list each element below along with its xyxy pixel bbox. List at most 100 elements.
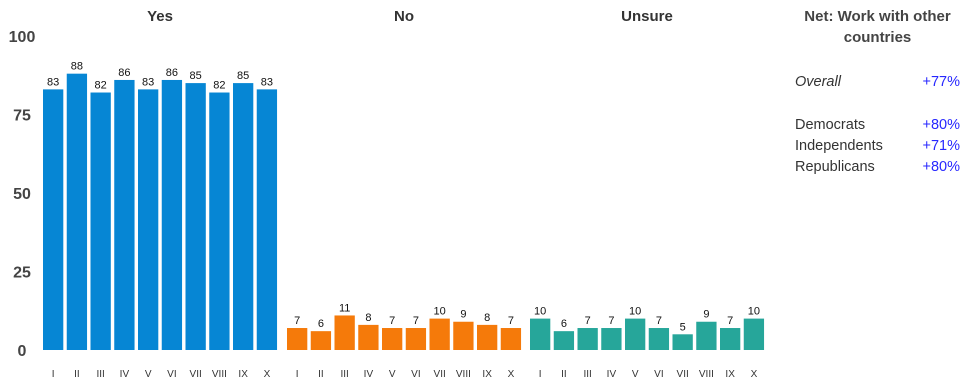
x-tick-label: IV bbox=[120, 369, 130, 380]
data-label: 82 bbox=[213, 80, 225, 92]
bar bbox=[114, 79, 135, 351]
x-tick-label: VI bbox=[411, 369, 420, 380]
data-label: 85 bbox=[237, 70, 249, 82]
x-tick-label: V bbox=[632, 369, 639, 380]
bar bbox=[743, 318, 765, 350]
bar bbox=[477, 324, 498, 350]
x-tick-label: I bbox=[52, 369, 55, 380]
bar bbox=[382, 328, 403, 350]
x-tick-label: X bbox=[751, 369, 758, 380]
x-tick-label: IV bbox=[364, 369, 374, 380]
bar bbox=[310, 331, 332, 350]
net-row-independents: Independents +71% bbox=[795, 136, 960, 157]
bar bbox=[577, 328, 598, 350]
net-summary-title: Net: Work with other countries bbox=[804, 8, 951, 46]
net-row-value: +80% bbox=[922, 159, 961, 175]
x-tick-label: VII bbox=[190, 369, 202, 380]
x-tick-label: VI bbox=[167, 369, 176, 380]
x-tick-label: IX bbox=[238, 369, 248, 380]
bar bbox=[553, 331, 575, 350]
bar bbox=[185, 83, 206, 350]
bar bbox=[405, 328, 427, 350]
bar bbox=[601, 328, 622, 350]
x-tick-label: VIII bbox=[699, 369, 714, 380]
bar bbox=[287, 328, 308, 350]
data-label: 10 bbox=[629, 306, 641, 318]
x-tick-label: I bbox=[296, 369, 299, 380]
bar bbox=[696, 321, 717, 350]
net-row-democrats: Democrats +80% bbox=[795, 115, 960, 136]
x-tick-label: III bbox=[96, 369, 104, 380]
bar bbox=[358, 324, 379, 350]
y-tick-label: 75 bbox=[13, 108, 31, 125]
net-row-value: +71% bbox=[922, 138, 961, 154]
data-label: 83 bbox=[142, 76, 154, 88]
data-label: 82 bbox=[95, 80, 107, 92]
net-row-overall: Overall +77% bbox=[795, 72, 960, 93]
panel-title: Unsure bbox=[621, 8, 673, 25]
y-tick-label: 50 bbox=[13, 186, 31, 203]
data-label: 9 bbox=[460, 309, 466, 321]
bar bbox=[334, 315, 355, 350]
net-row-label: Overall bbox=[795, 74, 841, 90]
data-label: 9 bbox=[703, 309, 709, 321]
bar bbox=[66, 73, 88, 351]
bar bbox=[530, 318, 551, 350]
data-label: 6 bbox=[318, 318, 324, 330]
data-label: 7 bbox=[508, 315, 514, 327]
net-row-label: Independents bbox=[795, 138, 883, 154]
bar bbox=[256, 89, 278, 350]
data-label: 7 bbox=[727, 315, 733, 327]
bar bbox=[138, 89, 159, 350]
data-label: 8 bbox=[365, 312, 371, 324]
data-label: 7 bbox=[585, 315, 591, 327]
data-label: 83 bbox=[47, 76, 59, 88]
x-tick-label: VIII bbox=[212, 369, 227, 380]
data-label: 7 bbox=[389, 315, 395, 327]
y-tick-label: 100 bbox=[9, 29, 36, 46]
bar bbox=[453, 321, 474, 350]
net-row-value: +80% bbox=[922, 117, 961, 133]
data-label: 10 bbox=[748, 306, 760, 318]
x-tick-label: X bbox=[508, 369, 515, 380]
data-label: 10 bbox=[534, 306, 546, 318]
data-label: 85 bbox=[190, 70, 202, 82]
data-label: 6 bbox=[561, 318, 567, 330]
x-tick-label: IV bbox=[607, 369, 617, 380]
bar bbox=[233, 83, 254, 350]
data-label: 5 bbox=[680, 321, 686, 333]
x-tick-label: X bbox=[264, 369, 271, 380]
x-tick-label: IX bbox=[725, 369, 735, 380]
bar bbox=[500, 328, 522, 350]
data-label: 88 bbox=[71, 61, 83, 73]
data-label: 11 bbox=[339, 302, 350, 314]
x-tick-label: I bbox=[539, 369, 542, 380]
bar bbox=[161, 79, 183, 351]
net-row-label: Republicans bbox=[795, 159, 875, 175]
x-tick-label: V bbox=[389, 369, 396, 380]
data-label: 7 bbox=[413, 315, 419, 327]
x-tick-label: VI bbox=[654, 369, 663, 380]
panel-title: No bbox=[394, 8, 414, 25]
bar bbox=[43, 89, 64, 350]
data-label: 7 bbox=[608, 315, 614, 327]
data-label: 86 bbox=[118, 67, 130, 79]
bar-chart: 0255075100Yes83I88II82III86IV83V86VI85VI… bbox=[9, 8, 765, 380]
data-label: 10 bbox=[434, 306, 446, 318]
data-label: 83 bbox=[261, 76, 273, 88]
x-tick-label: IX bbox=[482, 369, 492, 380]
x-tick-label: III bbox=[583, 369, 591, 380]
bar bbox=[720, 328, 741, 350]
net-row-label: Democrats bbox=[795, 117, 866, 133]
x-tick-label: III bbox=[340, 369, 348, 380]
net-row-republicans: Republicans +80% bbox=[795, 157, 960, 178]
net-row-value: +77% bbox=[922, 74, 961, 90]
x-tick-label: VIII bbox=[456, 369, 471, 380]
bar bbox=[90, 92, 111, 351]
x-tick-label: VII bbox=[434, 369, 446, 380]
x-tick-label: II bbox=[318, 369, 324, 380]
bar bbox=[672, 334, 693, 350]
data-label: 8 bbox=[484, 312, 490, 324]
net-summary-panel: Net: Work with other countries Overall +… bbox=[795, 6, 960, 178]
bar bbox=[209, 92, 230, 351]
